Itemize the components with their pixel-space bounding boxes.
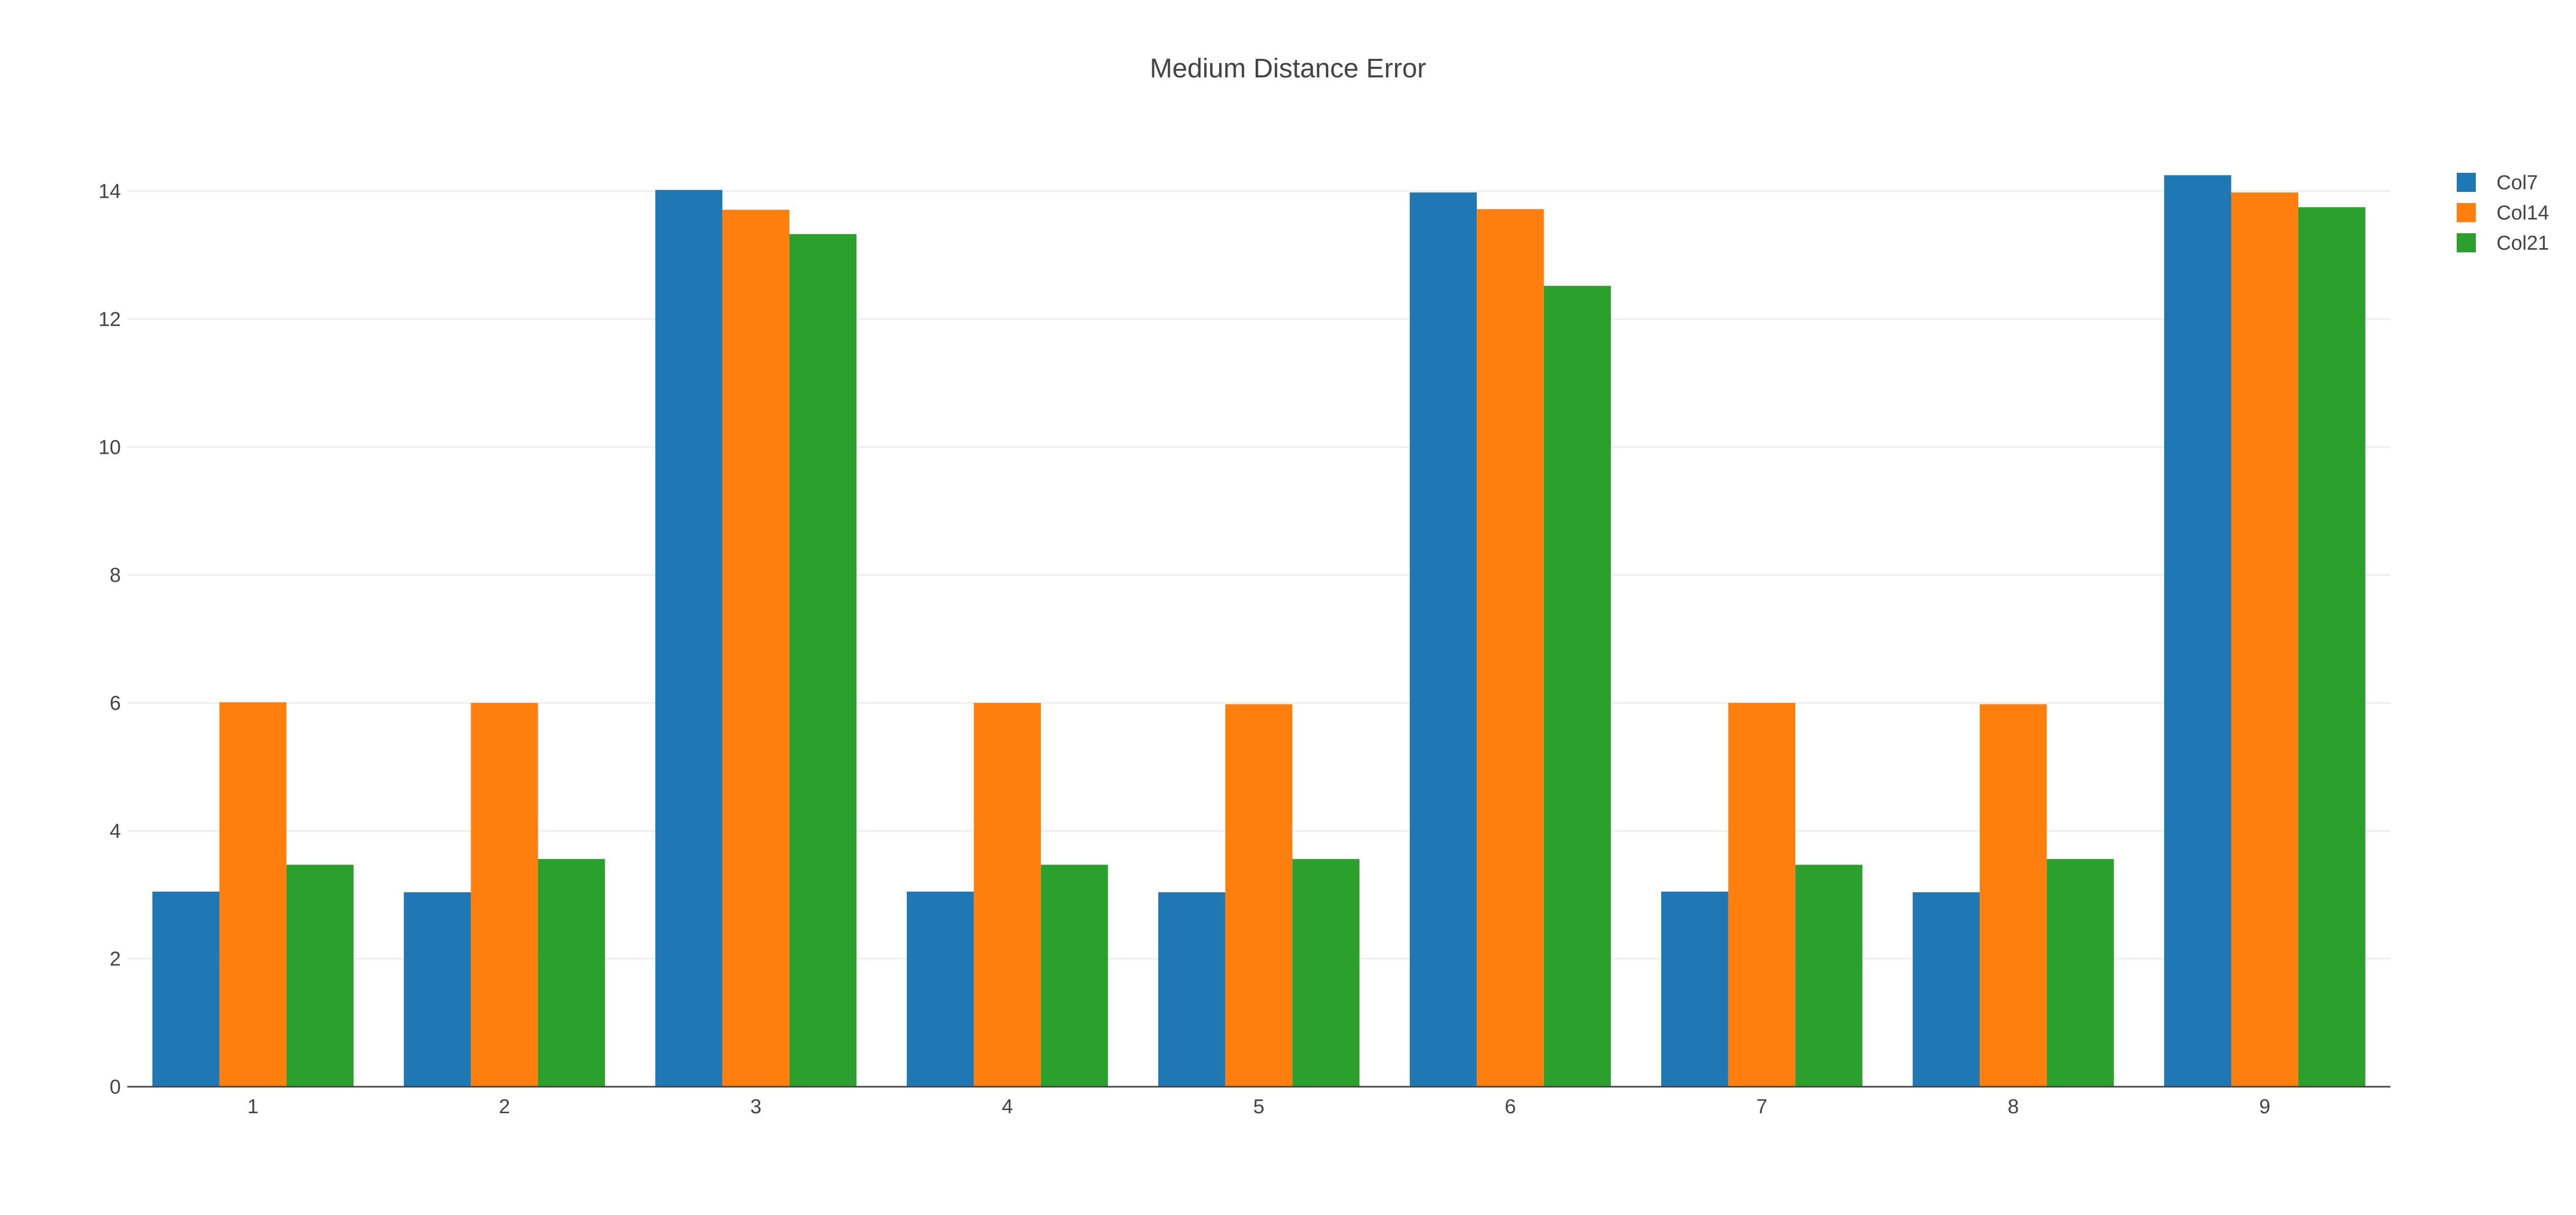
legend-label: Col21 <box>2496 232 2549 254</box>
bar-col7-5[interactable] <box>1158 892 1225 1087</box>
bar-col21-1[interactable] <box>286 865 354 1087</box>
bar-col7-2[interactable] <box>403 892 471 1087</box>
bar-col21-9[interactable] <box>2298 207 2366 1087</box>
legend-item-col7[interactable]: Col7 <box>2457 172 2538 194</box>
y-tick-label: 4 <box>110 820 121 842</box>
bar-col7-9[interactable] <box>2164 175 2231 1087</box>
x-tick-label: 7 <box>1756 1096 1767 1118</box>
legend-swatch <box>2457 173 2476 192</box>
x-tick-label: 3 <box>751 1096 762 1118</box>
x-axis-ticks: 1 2 3 4 5 6 7 8 9 <box>248 1096 2271 1118</box>
bar-col21-7[interactable] <box>1795 865 1863 1087</box>
y-tick-label: 10 <box>99 436 121 459</box>
bar-col21-6[interactable] <box>1543 286 1611 1087</box>
x-tick-label: 2 <box>499 1096 510 1118</box>
legend-label: Col14 <box>2496 202 2549 224</box>
y-axis-ticks: 0 2 4 6 8 10 12 14 <box>99 181 121 1098</box>
bar-col14-5[interactable] <box>1225 704 1293 1087</box>
x-tick-label: 1 <box>248 1096 259 1118</box>
x-tick-label: 4 <box>1002 1096 1013 1118</box>
bar-col21-3[interactable] <box>789 234 857 1087</box>
bar-col21-5[interactable] <box>1292 859 1360 1087</box>
y-tick-label: 12 <box>99 309 121 331</box>
legend-swatch <box>2457 203 2476 222</box>
bar-col14-4[interactable] <box>974 703 1041 1087</box>
bar-col21-8[interactable] <box>2046 859 2114 1087</box>
legend[interactable]: Col7 Col14 Col21 <box>2457 172 2549 254</box>
bar-col14-6[interactable] <box>1477 209 1544 1087</box>
bar-col7-1[interactable] <box>152 891 219 1087</box>
bar-col7-7[interactable] <box>1661 891 1728 1087</box>
legend-item-col21[interactable]: Col21 <box>2457 232 2549 254</box>
x-tick-label: 8 <box>2008 1096 2019 1118</box>
bar-col7-3[interactable] <box>655 190 722 1087</box>
y-tick-label: 8 <box>110 565 121 587</box>
chart-title: Medium Distance Error <box>1150 53 1426 83</box>
legend-label: Col7 <box>2496 172 2538 194</box>
bar-col7-4[interactable] <box>906 891 974 1087</box>
bar-col14-8[interactable] <box>1980 704 2047 1087</box>
y-tick-label: 0 <box>110 1076 121 1098</box>
bars <box>152 175 2366 1087</box>
y-tick-label: 14 <box>99 181 121 203</box>
bar-col14-9[interactable] <box>2231 192 2299 1087</box>
x-tick-label: 9 <box>2259 1096 2270 1118</box>
y-tick-label: 2 <box>110 948 121 971</box>
legend-item-col14[interactable]: Col14 <box>2457 202 2549 224</box>
bar-col7-6[interactable] <box>1409 192 1477 1087</box>
x-tick-label: 5 <box>1253 1096 1264 1118</box>
bar-col21-4[interactable] <box>1040 865 1108 1087</box>
y-tick-label: 6 <box>110 692 121 715</box>
bar-col14-3[interactable] <box>722 209 790 1087</box>
bar-col14-2[interactable] <box>471 703 538 1087</box>
bar-col14-7[interactable] <box>1728 703 1796 1087</box>
x-tick-label: 6 <box>1505 1096 1516 1118</box>
bar-col7-8[interactable] <box>1912 892 1980 1087</box>
legend-swatch <box>2457 233 2476 252</box>
bar-col14-1[interactable] <box>219 702 287 1087</box>
bar-col21-2[interactable] <box>537 859 605 1087</box>
